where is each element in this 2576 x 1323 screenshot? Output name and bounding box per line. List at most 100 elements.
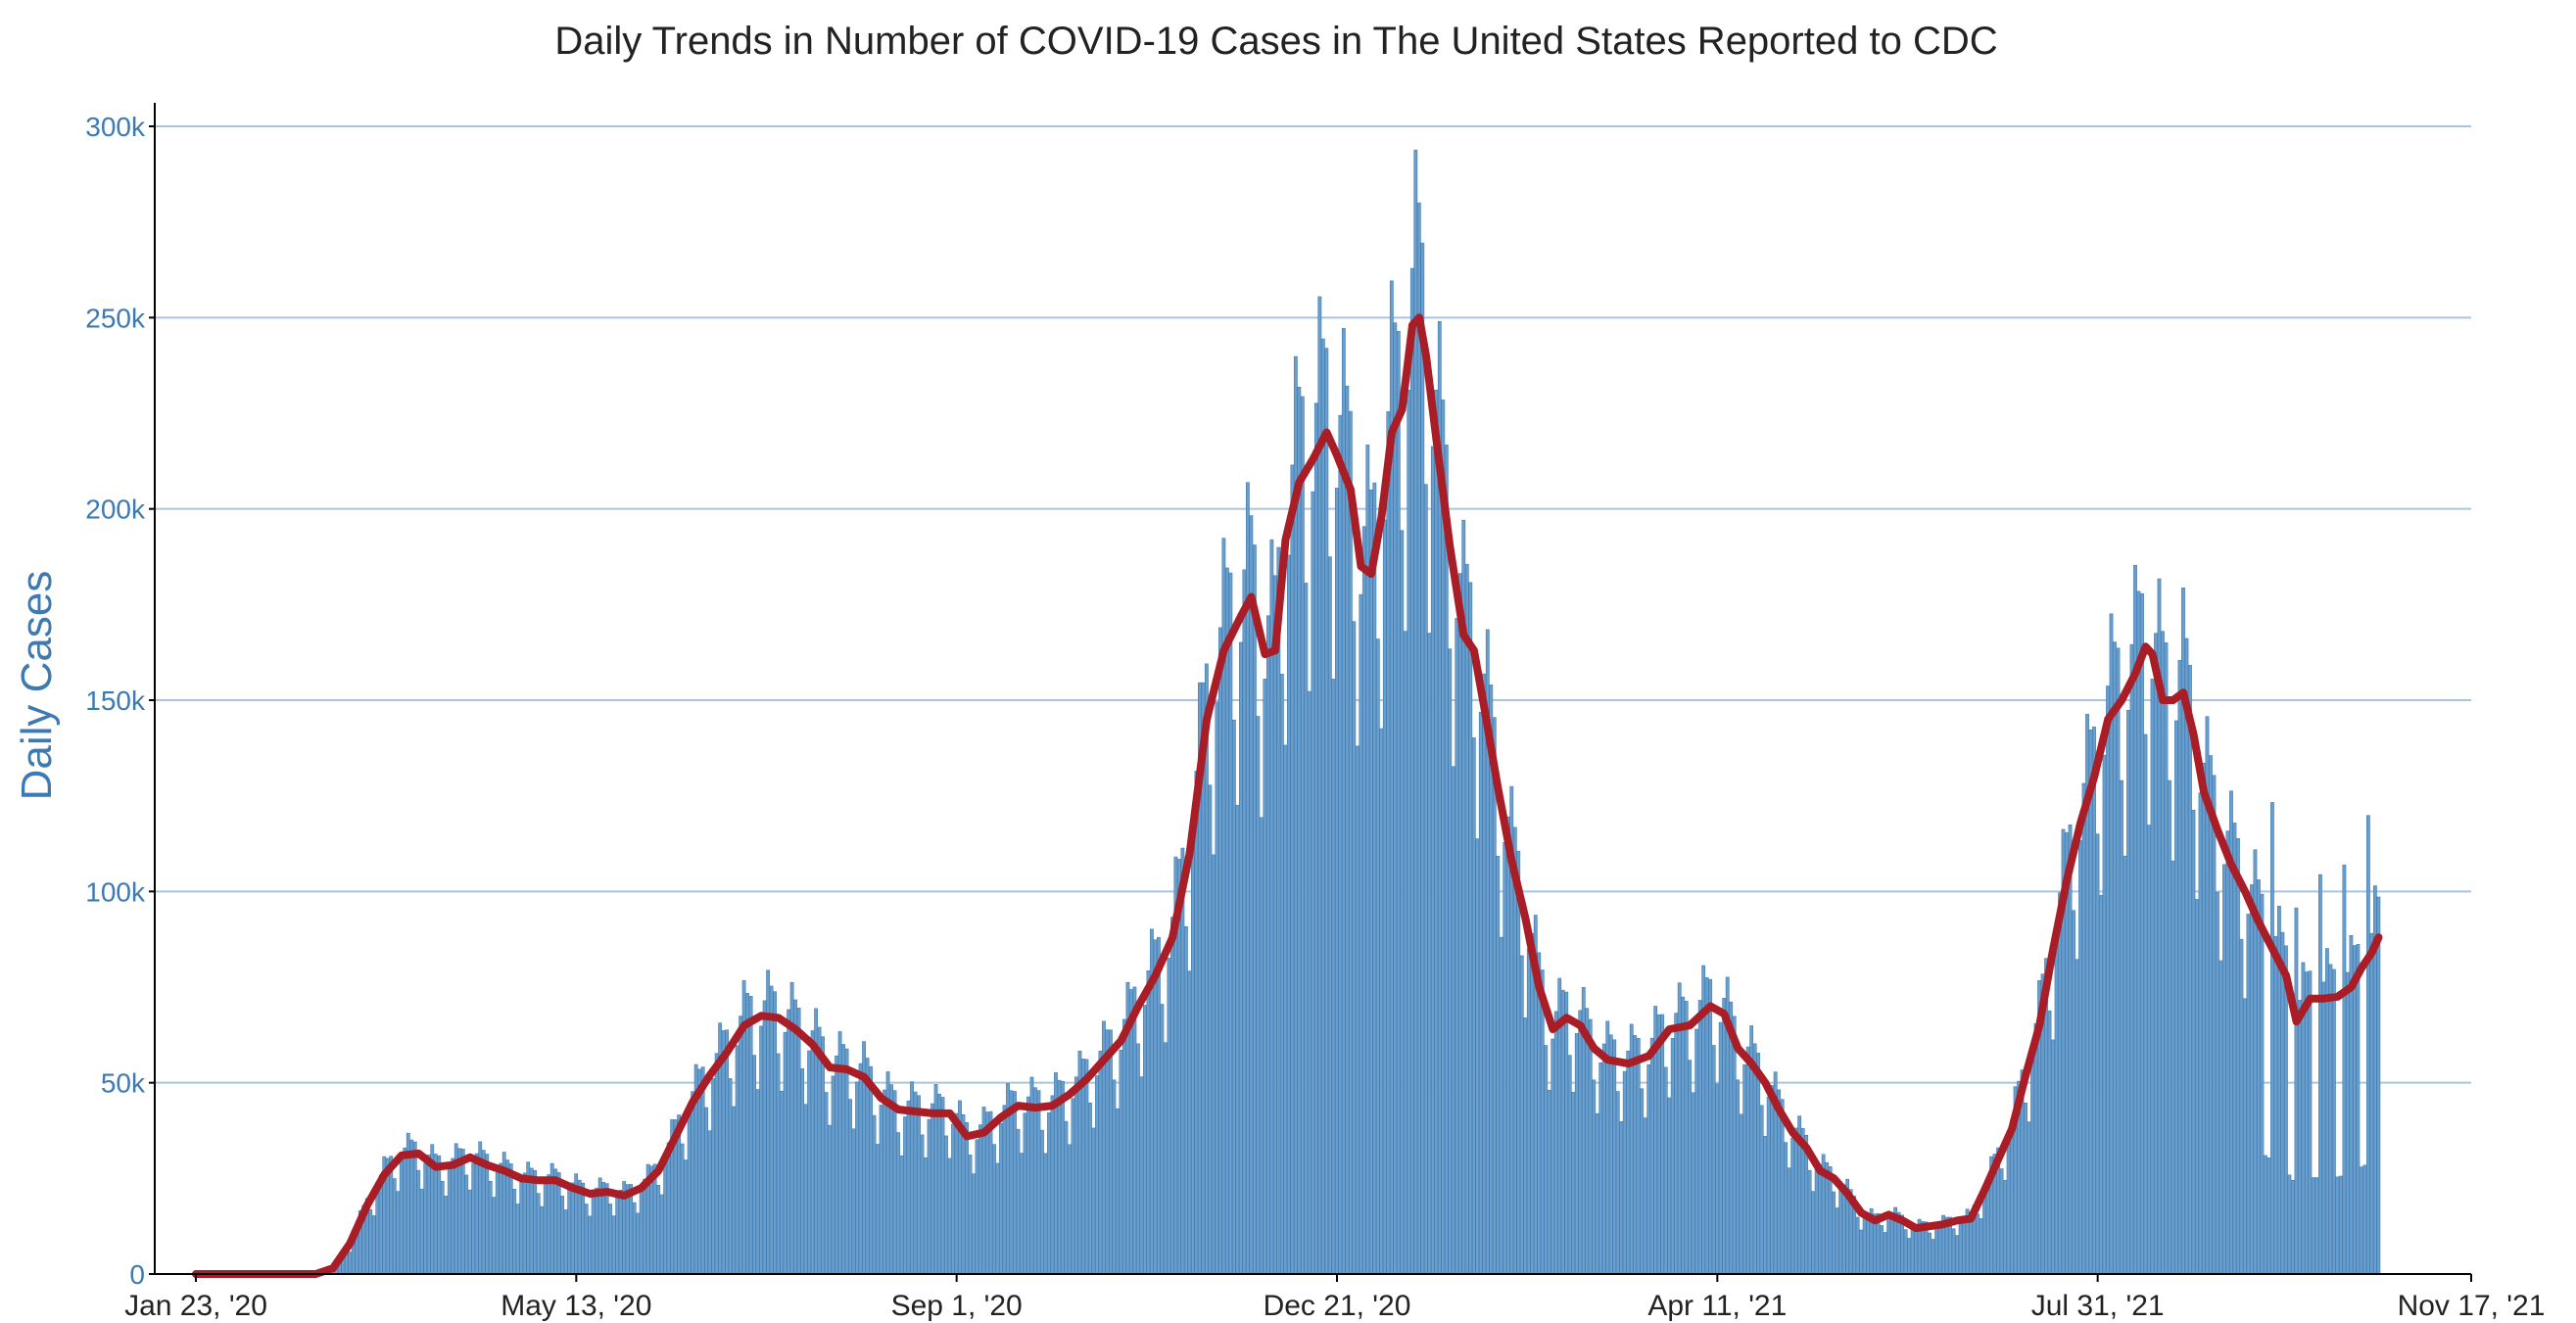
daily-cases-bar: [1313, 402, 1318, 1275]
daily-cases-bar: [1224, 567, 1229, 1275]
daily-cases-bar: [1770, 1085, 1775, 1275]
daily-cases-bar: [1071, 1098, 1075, 1275]
daily-cases-bar: [2027, 1121, 2031, 1275]
daily-cases-bar: [1444, 445, 1449, 1275]
daily-cases-bar: [426, 1154, 431, 1275]
daily-cases-bar: [883, 1089, 886, 1275]
daily-cases-bar: [1400, 530, 1405, 1275]
daily-cases-bar: [2216, 891, 2219, 1275]
x-tick-label: Jul 31, '21: [2031, 1290, 2165, 1322]
daily-cases-bar: [467, 1189, 472, 1275]
daily-cases-bar: [913, 1091, 918, 1275]
daily-cases-bar: [1157, 936, 1161, 1275]
daily-cases-bar: [416, 1169, 421, 1275]
daily-cases-bar: [348, 1252, 353, 1275]
daily-cases-bar: [944, 1135, 948, 1275]
daily-cases-bar: [1663, 1066, 1668, 1275]
daily-cases-bar: [1194, 771, 1199, 1275]
daily-cases-bar: [1752, 1043, 1757, 1275]
x-tick-label: Jan 23, '20: [124, 1290, 267, 1322]
daily-cases-bar: [1937, 1221, 1942, 1275]
daily-cases-bar: [2030, 1059, 2034, 1275]
daily-cases-bar: [999, 1122, 1003, 1275]
daily-cases-bar: [1430, 446, 1435, 1275]
daily-cases-bar: [1352, 621, 1357, 1275]
daily-cases-bar: [2123, 855, 2127, 1275]
daily-cases-bar: [2270, 802, 2274, 1275]
daily-cases-bar: [595, 1187, 599, 1275]
daily-cases-bar: [2154, 633, 2158, 1275]
daily-cases-bar: [759, 1025, 764, 1275]
daily-cases-bar: [1057, 1079, 1062, 1275]
daily-cases-bar: [563, 1209, 568, 1275]
y-tick-label: 150k: [85, 685, 146, 716]
daily-cases-bar: [1718, 1021, 1723, 1275]
daily-cases-bar: [1448, 648, 1453, 1275]
daily-cases-bar: [2328, 964, 2333, 1275]
daily-cases-bar: [371, 1215, 376, 1275]
daily-cases-bar: [1386, 411, 1391, 1275]
daily-cases-bar: [567, 1189, 572, 1275]
daily-cases-bar: [1578, 1010, 1583, 1275]
daily-cases-bar: [1132, 986, 1137, 1275]
daily-cases-bar: [1372, 482, 1377, 1275]
daily-cases-bar: [2353, 945, 2357, 1275]
daily-cases-bar: [876, 1144, 880, 1275]
daily-cases-bar: [1784, 1142, 1789, 1275]
daily-cases-bar: [1612, 1039, 1617, 1275]
daily-cases-bar: [1434, 389, 1439, 1275]
daily-cases-bar: [1013, 1091, 1017, 1275]
daily-cases-bar: [707, 1130, 712, 1275]
daily-cases-bar: [2212, 775, 2217, 1275]
daily-cases-bar: [1684, 1001, 1689, 1275]
daily-cases-bar: [1540, 969, 1545, 1275]
daily-cases-bar: [1420, 242, 1425, 1275]
daily-cases-bar: [776, 1053, 781, 1275]
daily-cases-bar: [855, 1081, 859, 1275]
daily-cases-bar: [1286, 554, 1291, 1275]
daily-cases-bar: [2264, 1155, 2267, 1275]
daily-cases-bar: [1396, 331, 1401, 1275]
daily-cases-bar: [1832, 1191, 1837, 1275]
daily-cases-bar: [1818, 1163, 1823, 1275]
daily-cases-bar: [1496, 856, 1501, 1275]
daily-cases-bar: [1116, 1108, 1120, 1275]
daily-cases-bar: [1081, 1059, 1085, 1275]
daily-cases-bar: [1242, 569, 1247, 1275]
y-tick-label: 250k: [85, 303, 146, 333]
axes: [154, 103, 2471, 1275]
daily-cases-bar: [2294, 907, 2299, 1275]
daily-cases-bar: [1478, 711, 1483, 1275]
daily-cases-bar: [2305, 971, 2309, 1275]
daily-cases-bar: [1016, 1128, 1021, 1275]
daily-cases-bar: [1958, 1221, 1963, 1275]
daily-cases-bar: [978, 1124, 982, 1275]
daily-cases-bar: [824, 1092, 829, 1275]
daily-cases-bar: [828, 1124, 832, 1275]
daily-cases-bar: [1859, 1229, 1864, 1275]
daily-cases-bar: [1272, 575, 1277, 1275]
y-tick-label: 50k: [101, 1068, 146, 1099]
daily-cases-bar: [1095, 1075, 1099, 1275]
daily-cases-bar: [2068, 824, 2073, 1275]
daily-cases-bar: [2168, 780, 2171, 1275]
daily-cases-bar: [1379, 728, 1384, 1275]
daily-cases-bar: [2092, 727, 2096, 1275]
daily-cases-bar: [988, 1110, 993, 1275]
daily-cases-bar: [735, 1045, 739, 1275]
daily-cases-bar: [1759, 1105, 1764, 1275]
daily-cases-bar: [985, 1111, 989, 1275]
daily-cases-bar: [485, 1154, 490, 1275]
daily-cases-bar: [1951, 1228, 1956, 1275]
daily-cases-bar: [584, 1204, 589, 1275]
daily-cases-bar: [739, 1016, 743, 1275]
daily-cases-bar: [1050, 1095, 1055, 1275]
daily-cases-bar: [560, 1196, 565, 1275]
daily-cases-bar: [992, 1144, 996, 1275]
daily-cases-bar: [392, 1178, 397, 1275]
daily-cases-bar: [1327, 556, 1332, 1275]
daily-cases-bar: [1361, 526, 1366, 1275]
daily-cases-bar: [851, 1128, 856, 1275]
daily-cases-bar: [1098, 1050, 1103, 1275]
